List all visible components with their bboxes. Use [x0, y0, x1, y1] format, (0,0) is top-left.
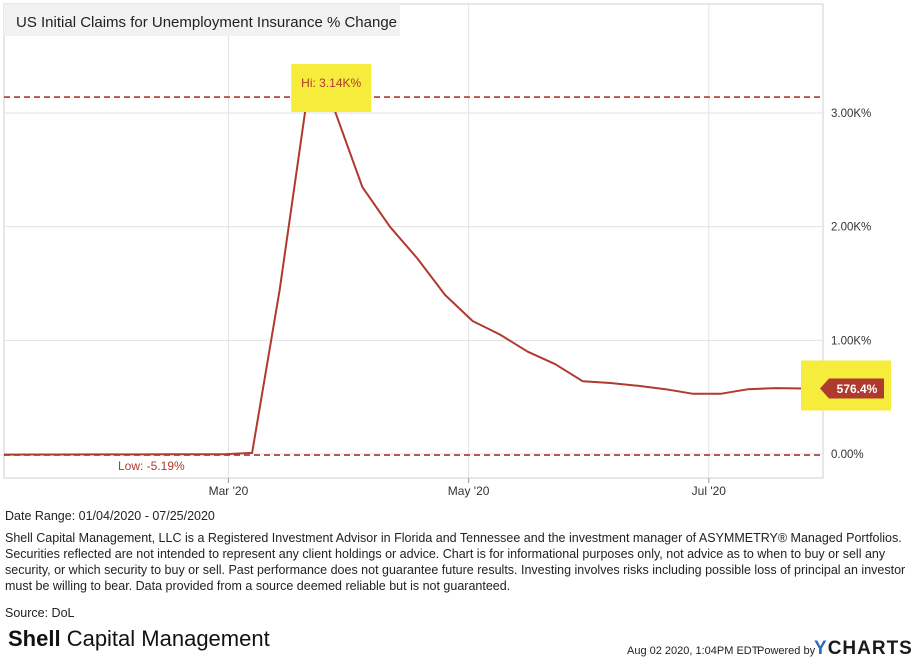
last-value-label: 576.4%: [837, 382, 878, 396]
x-tick-label: Mar '20: [209, 484, 249, 498]
chart: 0.00% 1.00K% 2.00K% 3.00K% Mar '20 May '20 Jul…: [3, 3, 891, 498]
ycharts-y: Y: [814, 638, 828, 659]
timestamp: Aug 02 2020, 1:04PM EDT.: [627, 645, 761, 657]
date-range: Date Range: 01/04/2020 - 07/25/2020: [5, 509, 215, 523]
ycharts-text: CHARTS: [827, 638, 913, 659]
y-tick-label: 1.00K%: [831, 335, 871, 347]
low-label: Low: -5.19%: [118, 459, 185, 473]
disclaimer-text: Shell Capital Management, LLC is a Regis…: [5, 531, 906, 593]
ycharts-logo: YCHARTS: [814, 638, 913, 660]
logo-bold-text: Shell: [8, 626, 61, 651]
y-tick-label: 0.00%: [831, 449, 864, 461]
high-label: Hi: 3.14K%: [301, 76, 361, 90]
plot-border: [3, 3, 824, 479]
source-text: Source: DoL: [5, 606, 75, 620]
chart-title-box: US Initial Claims for Unemployment Insur…: [4, 4, 400, 36]
y-tick-label: 3.00K%: [831, 108, 871, 120]
series-line: [3, 96, 804, 456]
x-tick-label: Jul '20: [692, 484, 727, 498]
chart-title: US Initial Claims for Unemployment Insur…: [16, 14, 397, 31]
chart-plot: 0.00% 1.00K% 2.00K% 3.00K% Mar '20 May '20 Jul…: [3, 3, 891, 498]
last-value-badge: [820, 378, 884, 399]
powered-by-label: Powered by: [757, 645, 816, 657]
high-label-highlight: [291, 64, 372, 112]
logo-text: Capital Management: [60, 626, 270, 651]
x-tick-label: May '20: [448, 484, 490, 498]
company-logo: Shell Capital Management: [8, 626, 270, 652]
y-tick-label: 2.00K%: [831, 222, 871, 234]
